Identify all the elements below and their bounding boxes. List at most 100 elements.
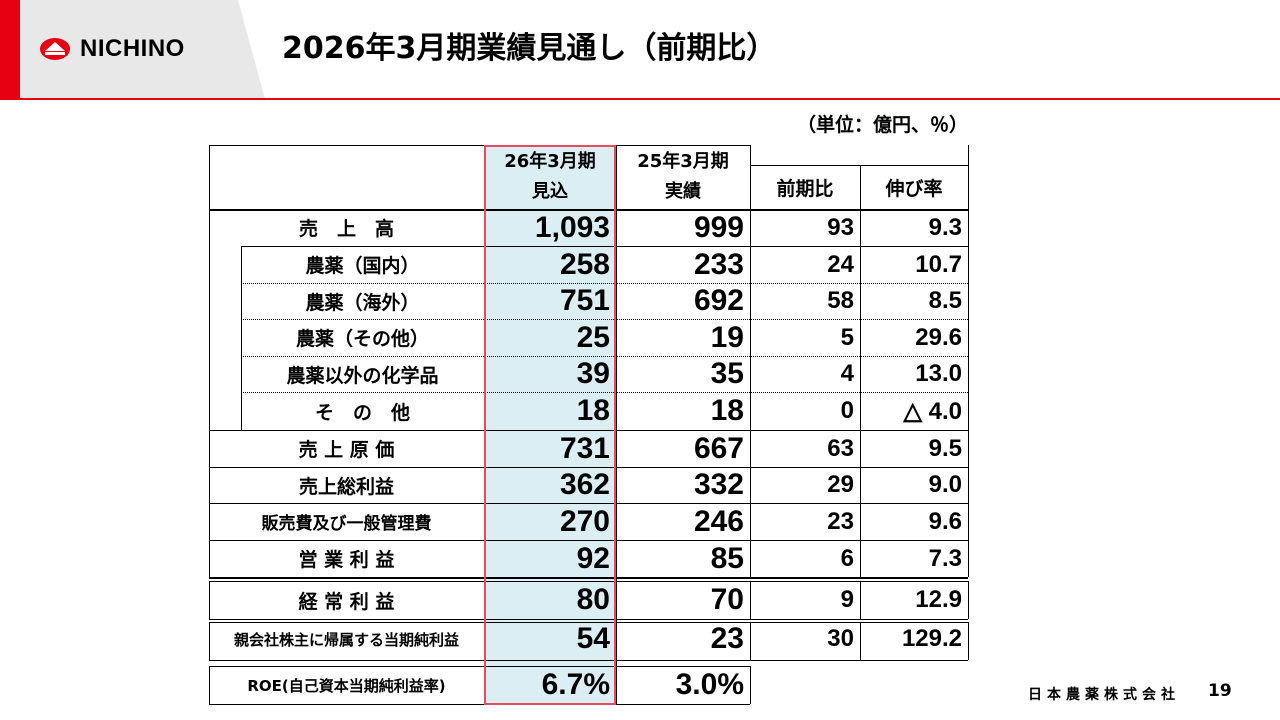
cell-growth: 10.7: [915, 250, 962, 278]
cell-growth: 12.9: [915, 586, 962, 613]
cell-actual: 18: [710, 394, 744, 427]
brand-logo: NICHINO: [38, 34, 185, 64]
cell-yoy: 58: [827, 287, 854, 314]
cell-growth: 7.3: [928, 544, 962, 572]
header-forecast: 26年3月期 見込: [484, 145, 616, 209]
cell-forecast: 18: [576, 394, 610, 427]
cell-actual: 246: [693, 504, 744, 538]
header-rule: [20, 98, 1280, 100]
cell-forecast: 270: [559, 504, 610, 538]
grid-line: [968, 145, 969, 577]
cell-forecast: 1,093: [534, 210, 610, 244]
brand-name: NICHINO: [80, 35, 185, 62]
cell-yoy: 29: [827, 471, 854, 498]
grid-line: [209, 145, 750, 146]
cell-growth: 9.0: [928, 471, 962, 498]
cell-yoy: 6: [840, 544, 854, 572]
cell-actual: 999: [693, 210, 744, 244]
grid-line: [209, 622, 210, 660]
cell-growth: △ 4.0: [903, 397, 963, 425]
cell-growth: 13.0: [915, 360, 962, 387]
cell-growth: 129.2: [901, 625, 962, 652]
grid-line: [616, 145, 617, 704]
cell-yoy: 0: [840, 397, 854, 424]
cell-actual: 85: [710, 541, 744, 575]
row-label: 営 業 利 益: [298, 549, 395, 571]
cell-forecast: 362: [559, 468, 610, 501]
row-label: 売 上 高: [298, 218, 394, 240]
cell-forecast: 80: [576, 583, 610, 616]
cell-forecast: 25: [576, 320, 610, 354]
grid-line: [750, 165, 968, 166]
row-label: 農薬以外の化学品: [286, 364, 439, 387]
row-label: 売 上 原 価: [298, 439, 395, 461]
grid-line: [241, 356, 968, 357]
grid-line: [209, 209, 968, 211]
unit-note: （単位：億円、％）: [796, 114, 968, 136]
cell-actual: 19: [710, 320, 744, 354]
cell-actual: 692: [693, 284, 744, 317]
grid-line: [968, 622, 969, 660]
grid-line: [750, 145, 751, 577]
cell-growth: 9.5: [928, 434, 962, 462]
grid-line: [209, 577, 968, 579]
grid-line: [209, 503, 968, 504]
accent-bar: [0, 0, 20, 100]
grid-line: [209, 666, 210, 704]
cell-growth: 29.6: [915, 323, 962, 351]
grid-line: [860, 581, 861, 619]
cell-forecast: 6.7%: [541, 668, 610, 701]
cell-growth: 9.6: [928, 507, 962, 535]
row-label: そ の 他: [314, 401, 410, 424]
cell-forecast: 39: [576, 357, 610, 390]
grid-line: [209, 622, 968, 623]
cell-yoy: 5: [840, 323, 854, 351]
grid-line: [241, 283, 968, 284]
grid-line: [209, 704, 750, 705]
cell-actual: 667: [693, 431, 744, 465]
grid-line: [241, 392, 968, 393]
cell-forecast: 258: [559, 247, 610, 281]
row-label: 経 常 利 益: [298, 590, 395, 613]
grid-line: [241, 246, 242, 430]
row-label: ROE(自己資本当期純利益率): [247, 676, 446, 695]
grid-line: [968, 581, 969, 619]
cell-forecast: 751: [559, 284, 610, 317]
header-actual-line1: 25年3月期: [637, 151, 729, 172]
grid-line: [209, 467, 968, 468]
row-label: 親会社株主に帰属する当期純利益: [233, 630, 459, 649]
cell-yoy: 30: [827, 625, 854, 652]
cell-actual: 70: [710, 583, 744, 616]
page-number: 19: [1208, 681, 1232, 701]
grid-line: [209, 581, 968, 582]
row-label: 売上総利益: [298, 475, 394, 498]
row-label: 農薬（国内）: [305, 255, 420, 277]
grid-line: [209, 540, 968, 541]
grid-line: [209, 619, 968, 620]
cell-yoy: 9: [840, 586, 854, 613]
grid-line: [860, 165, 861, 577]
cell-yoy: 63: [827, 434, 854, 462]
grid-line: [241, 246, 968, 247]
forecast-column-bg: [484, 145, 616, 705]
grid-line: [209, 660, 968, 661]
cell-growth: 8.5: [928, 287, 962, 314]
cell-forecast: 54: [576, 622, 610, 655]
header-actual: 25年3月期 実績: [616, 145, 750, 209]
grid-line: [750, 622, 751, 660]
row-label: 農薬（その他）: [295, 328, 429, 350]
row-label: 販売費及び一般管理費: [261, 514, 432, 534]
grid-line: [750, 666, 751, 704]
row-label: 農薬（海外）: [305, 291, 420, 314]
cell-yoy: 23: [827, 507, 854, 535]
header-yoy: 前期比: [776, 178, 834, 200]
grid-line: [750, 581, 751, 619]
slide-header: NICHINO 2026年3月期業績見通し（前期比）: [0, 0, 1280, 100]
cell-actual: 233: [693, 247, 744, 281]
header-forecast-line1: 26年3月期: [504, 151, 596, 172]
grid-line: [209, 666, 750, 667]
cell-actual: 23: [710, 622, 744, 655]
header-actual-line2: 実績: [665, 181, 701, 202]
page-title: 2026年3月期業績見通し（前期比）: [282, 31, 777, 66]
grid-line: [860, 622, 861, 660]
